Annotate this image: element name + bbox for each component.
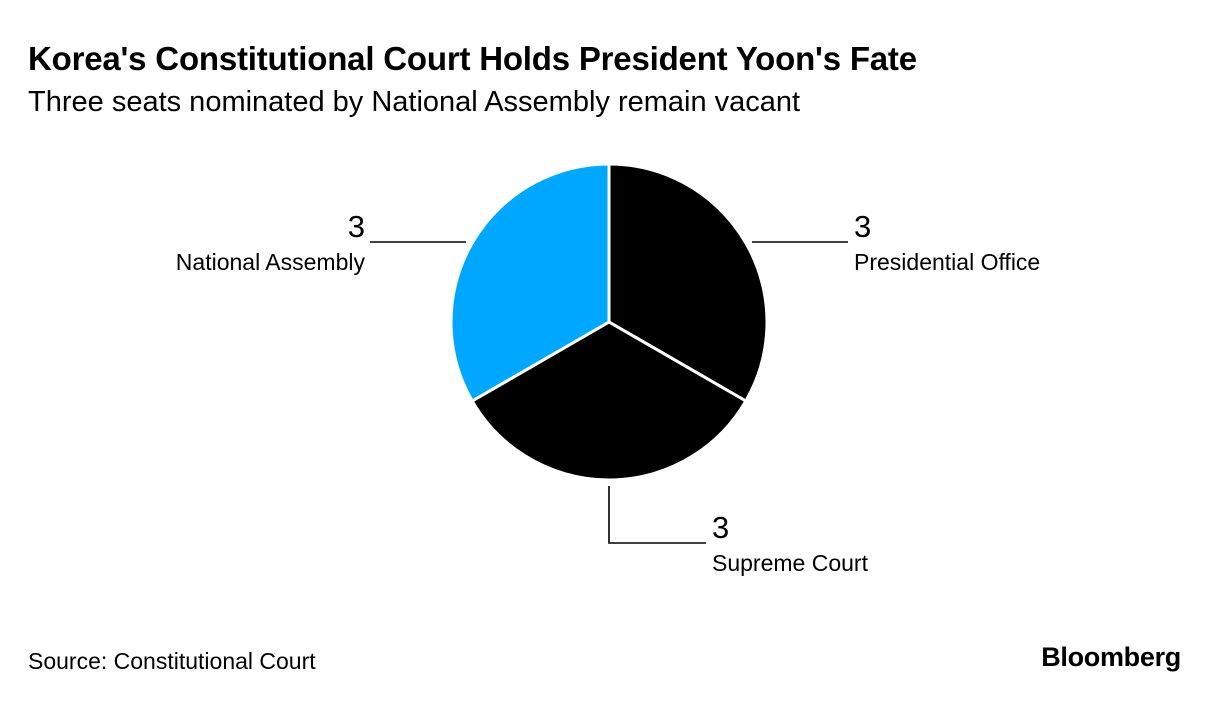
chart-subtitle: Three seats nominated by National Assemb…	[28, 86, 801, 118]
slice-value-supreme-court: 3	[712, 510, 729, 545]
slice-value-presidential-office: 3	[854, 209, 871, 244]
pie-slices	[449, 162, 769, 482]
leader-line-supreme-court	[608, 486, 706, 544]
pie-slice-supreme-court	[470, 320, 748, 482]
pie-slice-presidential-office	[607, 162, 769, 403]
slice-label-national-assembly: National Assembly	[176, 249, 366, 275]
bloomberg-logo: Bloomberg	[1041, 642, 1181, 672]
chart-title: Korea's Constitutional Court Holds Presi…	[28, 40, 917, 77]
slice-value-national-assembly: 3	[348, 209, 365, 244]
source-note: Source: Constitutional Court	[28, 648, 316, 674]
slice-label-presidential-office: Presidential Office	[854, 249, 1040, 275]
slice-label-supreme-court: Supreme Court	[712, 550, 869, 576]
leader-lines	[370, 241, 848, 544]
slice-labels: 3 Presidential Office 3 Supreme Court 3 Natio…	[176, 209, 1040, 576]
pie-slice-national-assembly	[449, 162, 611, 403]
